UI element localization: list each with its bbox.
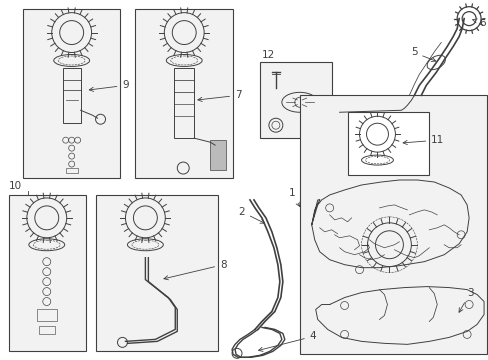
- Bar: [23, 9, 120, 178]
- Bar: [299, 95, 486, 354]
- Text: 1: 1: [288, 188, 299, 207]
- Bar: [174, 68, 194, 138]
- Text: 9: 9: [89, 80, 129, 91]
- Bar: [62, 68, 81, 123]
- Bar: [39, 327, 55, 334]
- Bar: [347, 112, 428, 175]
- Text: 4: 4: [258, 332, 316, 351]
- Bar: [95, 195, 218, 351]
- Text: 7: 7: [198, 90, 241, 102]
- Text: 12: 12: [262, 50, 275, 60]
- Bar: [260, 62, 331, 138]
- Bar: [9, 195, 85, 351]
- Bar: [135, 9, 233, 178]
- Text: 5: 5: [410, 48, 435, 62]
- Text: 3: 3: [458, 288, 473, 312]
- Bar: [210, 140, 225, 170]
- Bar: [65, 168, 78, 173]
- Text: 8: 8: [163, 260, 226, 280]
- Text: 11: 11: [402, 135, 444, 145]
- Bar: [37, 310, 57, 321]
- Text: 10: 10: [9, 181, 22, 191]
- Text: 2: 2: [238, 207, 264, 223]
- Text: 6: 6: [472, 18, 485, 28]
